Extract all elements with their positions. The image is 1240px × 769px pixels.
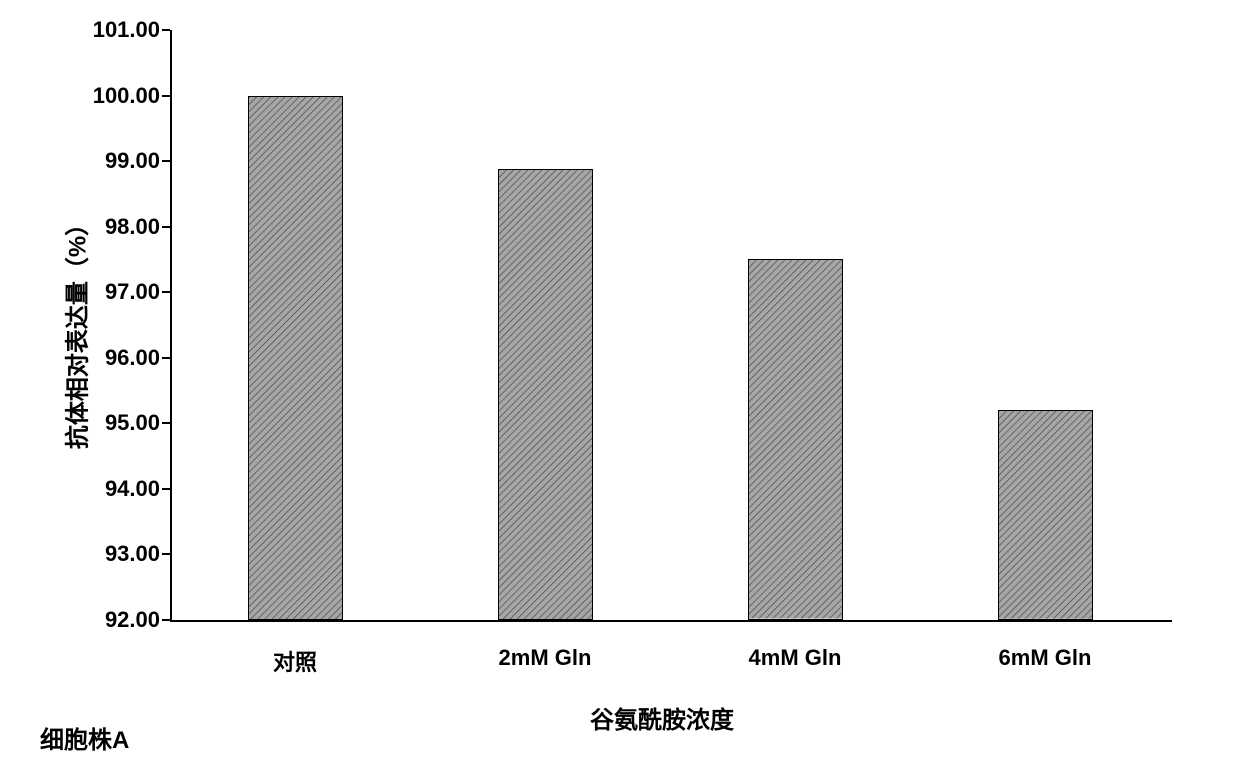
bar <box>998 410 1093 620</box>
corner-label: 细胞株A <box>40 720 129 755</box>
y-tick-mark <box>162 553 170 555</box>
y-tick-mark <box>162 357 170 359</box>
y-tick-label: 93.00 <box>70 541 160 567</box>
y-tick-mark <box>162 160 170 162</box>
y-tick-mark <box>162 29 170 31</box>
y-tick-label: 98.00 <box>70 214 160 240</box>
y-tick-label: 96.00 <box>70 345 160 371</box>
y-tick-mark <box>162 95 170 97</box>
x-tick-label: 2mM Gln <box>420 645 670 671</box>
bar <box>498 169 593 620</box>
x-tick-label: 4mM Gln <box>670 645 920 671</box>
y-tick-label: 101.00 <box>70 17 160 43</box>
y-tick-label: 97.00 <box>70 279 160 305</box>
y-tick-label: 94.00 <box>70 476 160 502</box>
y-axis-label: 抗体相对表达量（%） <box>58 36 93 626</box>
y-tick-mark <box>162 226 170 228</box>
y-tick-label: 95.00 <box>70 410 160 436</box>
x-tick-label: 对照 <box>170 645 420 677</box>
y-tick-label: 100.00 <box>70 83 160 109</box>
y-tick-label: 99.00 <box>70 148 160 174</box>
x-tick-label: 6mM Gln <box>920 645 1170 671</box>
y-tick-mark <box>162 619 170 621</box>
y-tick-mark <box>162 488 170 490</box>
bar-chart: 抗体相对表达量（%） 谷氨酰胺浓度 细胞株A 92.00 93.00 94.00 95… <box>0 0 1240 769</box>
y-tick-mark <box>162 291 170 293</box>
y-tick-mark <box>162 422 170 424</box>
bar <box>748 259 843 620</box>
bar <box>248 96 343 620</box>
y-tick-label: 92.00 <box>70 607 160 633</box>
x-axis-label: 谷氨酰胺浓度 <box>590 700 734 735</box>
